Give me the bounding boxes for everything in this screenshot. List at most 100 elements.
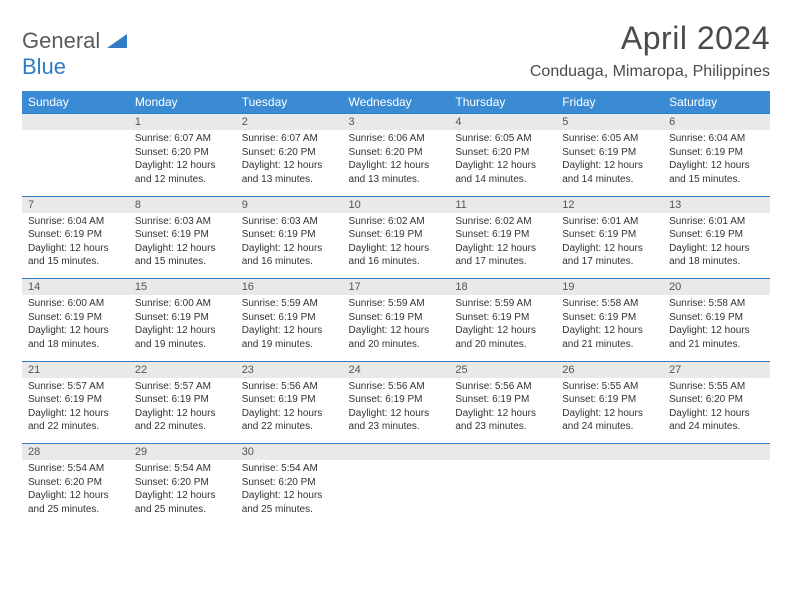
day-content-cell: Sunrise: 6:01 AMSunset: 6:19 PMDaylight:… [556,213,663,279]
day-number-cell [556,444,663,461]
day-number-cell: 6 [663,114,770,131]
sunset-line: Sunset: 6:20 PM [669,393,764,407]
day-content-cell: Sunrise: 6:05 AMSunset: 6:19 PMDaylight:… [556,130,663,196]
sunrise-line: Sunrise: 5:55 AM [562,380,657,394]
sunrise-line: Sunrise: 6:04 AM [669,132,764,146]
daylight-line: Daylight: 12 hours and 25 minutes. [135,489,230,516]
daylight-line: Daylight: 12 hours and 22 minutes. [135,407,230,434]
day-header-row: Sunday Monday Tuesday Wednesday Thursday… [22,91,770,114]
day-number-cell: 8 [129,196,236,213]
day-content-cell: Sunrise: 5:58 AMSunset: 6:19 PMDaylight:… [663,295,770,361]
day-number-row: 14151617181920 [22,279,770,296]
header: General Blue April 2024 Conduaga, Mimaro… [22,20,770,81]
sunrise-line: Sunrise: 6:07 AM [242,132,337,146]
daylight-line: Daylight: 12 hours and 21 minutes. [562,324,657,351]
day-header: Wednesday [343,91,450,114]
sunset-line: Sunset: 6:19 PM [28,393,123,407]
sunset-line: Sunset: 6:20 PM [242,476,337,490]
sunrise-line: Sunrise: 5:56 AM [455,380,550,394]
daylight-line: Daylight: 12 hours and 15 minutes. [669,159,764,186]
daylight-line: Daylight: 12 hours and 16 minutes. [242,242,337,269]
day-content-cell: Sunrise: 6:03 AMSunset: 6:19 PMDaylight:… [236,213,343,279]
day-content-cell: Sunrise: 5:59 AMSunset: 6:19 PMDaylight:… [236,295,343,361]
day-content-row: Sunrise: 5:57 AMSunset: 6:19 PMDaylight:… [22,378,770,444]
day-content-cell: Sunrise: 5:55 AMSunset: 6:19 PMDaylight:… [556,378,663,444]
sunset-line: Sunset: 6:19 PM [135,311,230,325]
day-number-cell [343,444,450,461]
daylight-line: Daylight: 12 hours and 14 minutes. [562,159,657,186]
day-number-cell: 5 [556,114,663,131]
day-content-cell: Sunrise: 6:02 AMSunset: 6:19 PMDaylight:… [343,213,450,279]
day-content-cell: Sunrise: 5:54 AMSunset: 6:20 PMDaylight:… [129,460,236,526]
day-content-cell: Sunrise: 5:54 AMSunset: 6:20 PMDaylight:… [22,460,129,526]
day-content-cell: Sunrise: 5:58 AMSunset: 6:19 PMDaylight:… [556,295,663,361]
sunrise-line: Sunrise: 6:01 AM [562,215,657,229]
day-content-cell: Sunrise: 5:57 AMSunset: 6:19 PMDaylight:… [22,378,129,444]
title-block: April 2024 Conduaga, Mimaropa, Philippin… [530,20,770,81]
daylight-line: Daylight: 12 hours and 17 minutes. [455,242,550,269]
day-number-cell: 11 [449,196,556,213]
day-content-row: Sunrise: 5:54 AMSunset: 6:20 PMDaylight:… [22,460,770,526]
sunrise-line: Sunrise: 5:59 AM [242,297,337,311]
sunrise-line: Sunrise: 5:59 AM [455,297,550,311]
sunrise-line: Sunrise: 5:54 AM [242,462,337,476]
day-number-cell: 23 [236,361,343,378]
sunrise-line: Sunrise: 5:58 AM [669,297,764,311]
day-content-cell: Sunrise: 6:07 AMSunset: 6:20 PMDaylight:… [129,130,236,196]
daylight-line: Daylight: 12 hours and 18 minutes. [669,242,764,269]
sunset-line: Sunset: 6:20 PM [242,146,337,160]
sunrise-line: Sunrise: 6:04 AM [28,215,123,229]
sunrise-line: Sunrise: 6:07 AM [135,132,230,146]
sunset-line: Sunset: 6:19 PM [562,228,657,242]
day-content-cell: Sunrise: 6:00 AMSunset: 6:19 PMDaylight:… [22,295,129,361]
day-number-cell: 17 [343,279,450,296]
sunset-line: Sunset: 6:19 PM [135,393,230,407]
day-number-cell: 10 [343,196,450,213]
daylight-line: Daylight: 12 hours and 17 minutes. [562,242,657,269]
daylight-line: Daylight: 12 hours and 14 minutes. [455,159,550,186]
sunrise-line: Sunrise: 5:56 AM [242,380,337,394]
day-number-cell: 12 [556,196,663,213]
daylight-line: Daylight: 12 hours and 20 minutes. [455,324,550,351]
day-header: Friday [556,91,663,114]
day-content-row: Sunrise: 6:07 AMSunset: 6:20 PMDaylight:… [22,130,770,196]
daylight-line: Daylight: 12 hours and 22 minutes. [242,407,337,434]
day-number-cell [663,444,770,461]
daylight-line: Daylight: 12 hours and 25 minutes. [28,489,123,516]
sunset-line: Sunset: 6:19 PM [669,228,764,242]
day-content-cell: Sunrise: 5:57 AMSunset: 6:19 PMDaylight:… [129,378,236,444]
sunset-line: Sunset: 6:19 PM [562,311,657,325]
sunset-line: Sunset: 6:19 PM [242,228,337,242]
day-content-cell: Sunrise: 6:00 AMSunset: 6:19 PMDaylight:… [129,295,236,361]
day-number-cell: 24 [343,361,450,378]
day-number-cell: 4 [449,114,556,131]
daylight-line: Daylight: 12 hours and 15 minutes. [135,242,230,269]
day-content-cell: Sunrise: 5:55 AMSunset: 6:20 PMDaylight:… [663,378,770,444]
sunset-line: Sunset: 6:19 PM [455,228,550,242]
sunset-line: Sunset: 6:20 PM [135,146,230,160]
day-number-row: 21222324252627 [22,361,770,378]
sunrise-line: Sunrise: 5:58 AM [562,297,657,311]
sunset-line: Sunset: 6:19 PM [28,228,123,242]
sunrise-line: Sunrise: 6:03 AM [135,215,230,229]
day-content-cell: Sunrise: 5:54 AMSunset: 6:20 PMDaylight:… [236,460,343,526]
day-number-row: 78910111213 [22,196,770,213]
day-header: Sunday [22,91,129,114]
daylight-line: Daylight: 12 hours and 19 minutes. [242,324,337,351]
day-number-row: 123456 [22,114,770,131]
day-number-cell: 18 [449,279,556,296]
daylight-line: Daylight: 12 hours and 25 minutes. [242,489,337,516]
sunset-line: Sunset: 6:19 PM [349,311,444,325]
brand-part2: Blue [22,54,66,79]
daylight-line: Daylight: 12 hours and 23 minutes. [455,407,550,434]
day-number-cell: 3 [343,114,450,131]
day-number-cell: 21 [22,361,129,378]
sunset-line: Sunset: 6:19 PM [349,393,444,407]
day-content-cell [556,460,663,526]
day-number-row: 282930 [22,444,770,461]
sunrise-line: Sunrise: 6:06 AM [349,132,444,146]
day-content-cell: Sunrise: 5:59 AMSunset: 6:19 PMDaylight:… [449,295,556,361]
sunset-line: Sunset: 6:19 PM [455,393,550,407]
sunrise-line: Sunrise: 6:02 AM [455,215,550,229]
day-content-row: Sunrise: 6:04 AMSunset: 6:19 PMDaylight:… [22,213,770,279]
